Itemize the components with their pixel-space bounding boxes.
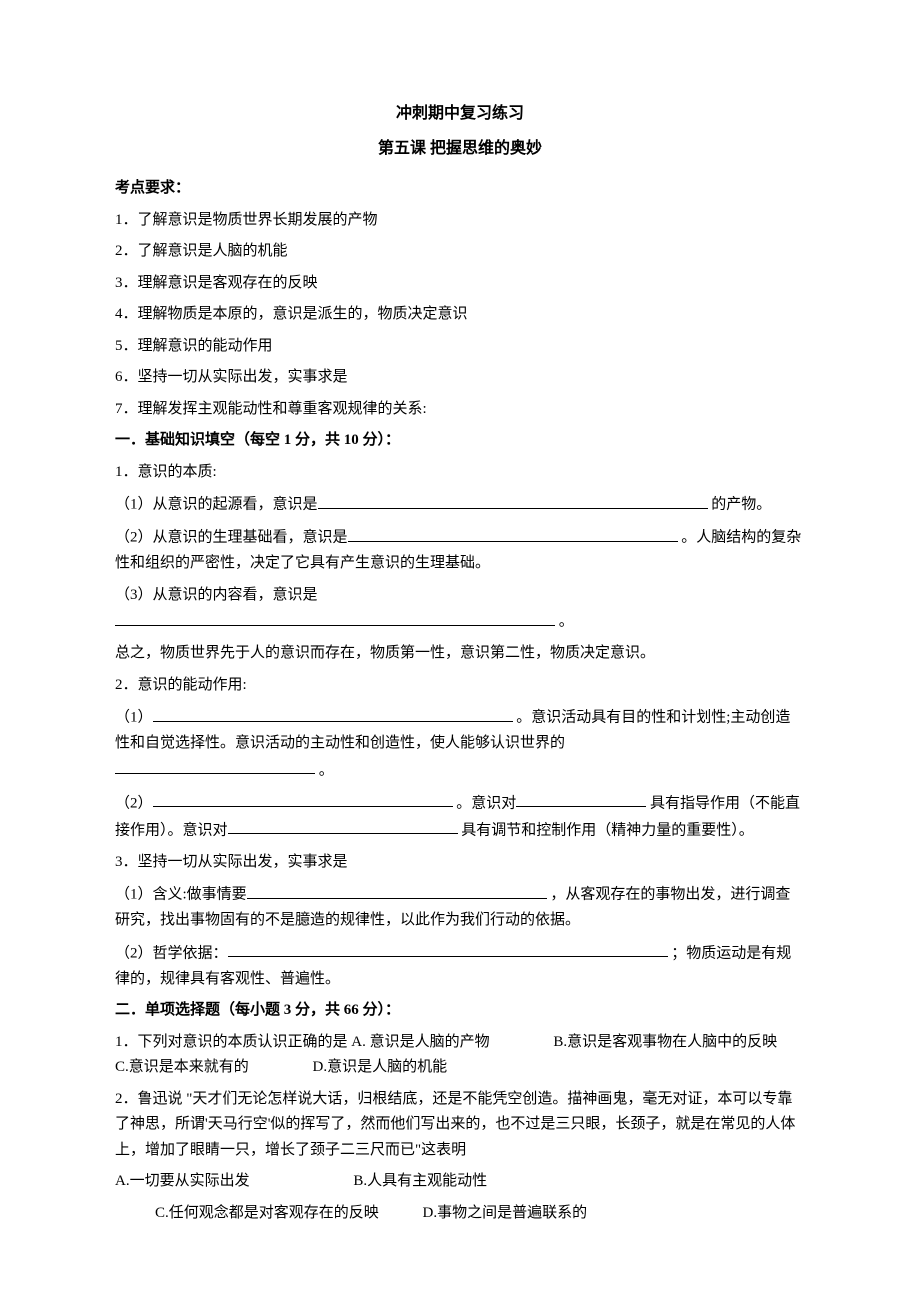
q1-opt-c: C.意识是本来就有的 xyxy=(115,1055,249,1081)
exam-point-2: 2．了解意识是人脑的机能 xyxy=(115,239,805,265)
p1-1-b: （2）从意识的生理基础看，意识是 。人脑结构的复杂性和组织的严密性，决定了它具有… xyxy=(115,524,805,577)
p1-3-a-pre: （1）含义:做事情要 xyxy=(115,887,247,903)
p1-3-b: （2）哲学依据： ；物质运动是有规律的，规律具有客观性、普遍性。 xyxy=(115,940,805,993)
p1-1-c: （3）从意识的内容看，意识是 。 xyxy=(115,583,805,636)
blank xyxy=(516,790,646,808)
exam-point-6: 6．坚持一切从实际出发，实事求是 xyxy=(115,365,805,391)
doc-title: 冲刺期中复习练习 xyxy=(115,100,805,127)
p1-3-b-pre: （2）哲学依据： xyxy=(115,945,228,961)
q2-opt-a: A.一切要从实际出发 xyxy=(115,1169,250,1195)
exam-points-head: 考点要求： xyxy=(115,176,805,202)
blank xyxy=(318,491,708,509)
exam-point-3: 3．理解意识是客观存在的反映 xyxy=(115,271,805,297)
doc-subtitle: 第五课 把握思维的奥妙 xyxy=(115,135,805,162)
p1-item2: 2．意识的能动作用: xyxy=(115,673,805,699)
blank xyxy=(115,608,555,626)
blank xyxy=(228,817,458,835)
blank xyxy=(115,757,315,775)
p1-2-a-suf: 。 xyxy=(315,762,334,778)
q2-opts-row2: C.任何观念都是对客观存在的反映 D.事物之间是普遍联系的 xyxy=(115,1201,805,1227)
p1-2-b-pre: （2） xyxy=(115,795,153,811)
blank xyxy=(247,881,547,899)
p1-summary: 总之，物质世界先于人的意识而存在，物质第一性，意识第二性，物质决定意识。 xyxy=(115,641,805,667)
q1: 1．下列对意识的本质认识正确的是 A. 意识是人脑的产物 B.意识是客观事物在人… xyxy=(115,1030,805,1081)
q2-stem: 2．鲁迅说 "天才们无论怎样说大话，归根结底，还是不能凭空创造。描神画鬼，毫无对… xyxy=(115,1087,805,1164)
p1-2-a: （1） 。意识活动具有目的性和计划性;主动创造性和自觉选择性。意识活动的主动性和… xyxy=(115,704,805,784)
p1-1-a: （1）从意识的起源看，意识是 的产物。 xyxy=(115,491,805,518)
q2-opt-c: C.任何观念都是对客观存在的反映 xyxy=(155,1201,379,1227)
p1-3-a: （1）含义:做事情要 ，从客观存在的事物出发，进行调查研究，找出事物固有的不是臆… xyxy=(115,881,805,934)
p1-1-c-suf: 。 xyxy=(555,614,574,630)
p1-1-b-pre: （2）从意识的生理基础看，意识是 xyxy=(115,530,348,546)
p1-1-a-suf: 的产物。 xyxy=(708,497,772,513)
p1-2-a-pre: （1） xyxy=(115,710,153,726)
q1-opt-a: A. 意识是人脑的产物 xyxy=(351,1030,489,1056)
q1-stem: 1．下列对意识的本质认识正确的是 xyxy=(115,1034,348,1050)
blank xyxy=(348,524,678,542)
exam-point-1: 1．了解意识是物质世界长期发展的产物 xyxy=(115,208,805,234)
blank xyxy=(153,704,513,722)
p1-2-b: （2） 。意识对 具有指导作用（不能直接作用）。意识对 具有调节和控制作用（精神… xyxy=(115,790,805,844)
part1-head: 一．基础知识填空（每空 1 分，共 10 分）： xyxy=(115,428,805,454)
blank xyxy=(228,940,668,958)
part2-head: 二．单项选择题（每小题 3 分，共 66 分）： xyxy=(115,998,805,1024)
p1-2-b-suf: 具有调节和控制作用（精神力量的重要性）。 xyxy=(458,822,754,838)
p1-item3: 3．坚持一切从实际出发，实事求是 xyxy=(115,850,805,876)
q1-opt-d: D.意识是人脑的机能 xyxy=(313,1055,448,1081)
p1-1-a-pre: （1）从意识的起源看，意识是 xyxy=(115,497,318,513)
q2-opt-b: B.人具有主观能动性 xyxy=(353,1169,487,1195)
p1-1-c-pre: （3）从意识的内容看，意识是 xyxy=(115,587,318,603)
q1-opt-b: B.意识是客观事物在人脑中的反映 xyxy=(553,1030,777,1056)
p1-item1: 1．意识的本质: xyxy=(115,460,805,486)
exam-point-4: 4．理解物质是本原的，意识是派生的，物质决定意识 xyxy=(115,302,805,328)
p1-2-b-mid1: 。意识对 xyxy=(453,795,517,811)
exam-point-5: 5．理解意识的能动作用 xyxy=(115,334,805,360)
q2-opt-d: D.事物之间是普遍联系的 xyxy=(423,1201,588,1227)
q2-opts-row1: A.一切要从实际出发 B.人具有主观能动性 xyxy=(115,1169,805,1195)
blank xyxy=(153,790,453,808)
exam-point-7: 7．理解发挥主观能动性和尊重客观规律的关系: xyxy=(115,397,805,423)
